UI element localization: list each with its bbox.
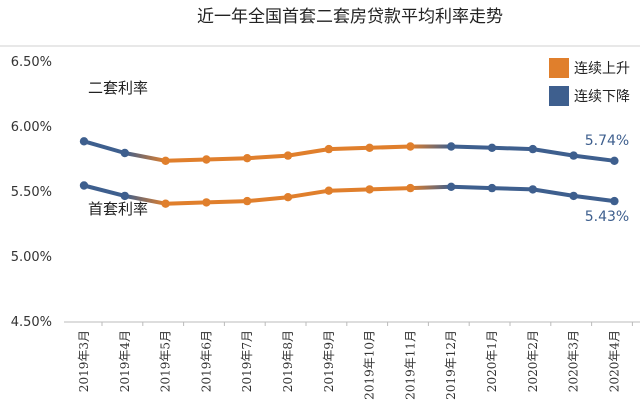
series-line-segment xyxy=(326,145,372,152)
chart-title: 近一年全国首套二套房贷款平均利率走势 xyxy=(197,7,503,27)
series-line-segment xyxy=(571,153,617,163)
x-tick-label: 2020年2月 xyxy=(526,330,540,392)
series-line-segment xyxy=(326,187,372,193)
series-line-segment xyxy=(571,193,617,204)
x-tick-label: 2019年7月 xyxy=(240,330,254,392)
series-points xyxy=(79,137,619,208)
series-line-segment xyxy=(122,151,168,163)
series-line-segment xyxy=(204,156,250,162)
x-tick-label: 2019年5月 xyxy=(159,330,173,392)
series-line-segment xyxy=(490,145,535,152)
data-point xyxy=(610,196,619,206)
data-point xyxy=(243,154,252,163)
data-point xyxy=(161,199,170,208)
data-point xyxy=(202,198,211,207)
series-lines xyxy=(82,139,617,206)
x-tick-label: 2019年11月 xyxy=(403,330,417,400)
legend-swatch-rising xyxy=(549,58,569,78)
series-line-segment xyxy=(245,195,290,204)
series-line-segment xyxy=(449,184,494,191)
y-tick-label: 6.50% xyxy=(11,55,52,70)
data-point xyxy=(447,142,456,151)
series-line-segment xyxy=(530,187,576,198)
series-line-segment xyxy=(163,157,209,163)
x-tick-label: 2019年4月 xyxy=(118,330,132,392)
series-line-segment xyxy=(163,200,209,206)
series-line-segment xyxy=(122,193,168,206)
data-point xyxy=(79,137,89,146)
data-point xyxy=(324,186,333,195)
y-axis: 4.50% 5.00% 5.50% 6.00% 6.50% xyxy=(11,55,52,330)
series-label-first-home: 首套利率 xyxy=(88,200,148,218)
data-point xyxy=(447,182,456,191)
y-tick-label: 6.00% xyxy=(11,120,52,135)
end-label-first-home: 5.43% xyxy=(585,209,629,225)
data-point xyxy=(365,185,374,194)
series-line-segment xyxy=(204,199,250,205)
series-line-segment xyxy=(490,186,535,192)
x-tick-label: 2019年10月 xyxy=(363,330,377,400)
data-point xyxy=(406,183,415,193)
x-tick-label: 2020年1月 xyxy=(485,330,499,392)
series-label-second-home: 二套利率 xyxy=(88,79,148,97)
x-axis: 2019年3月 2019年4月 2019年5月 2019年6月 2019年7月 2019年… xyxy=(77,322,633,400)
legend-swatch-falling xyxy=(549,86,569,106)
series-line-segment xyxy=(82,139,127,155)
data-point xyxy=(120,191,129,201)
x-tick-label: 2019年6月 xyxy=(199,330,213,392)
data-point xyxy=(365,143,374,152)
y-tick-label: 5.00% xyxy=(11,250,52,265)
series-line-segment xyxy=(367,144,413,150)
series-line-segment xyxy=(408,184,454,191)
x-tick-label: 2020年3月 xyxy=(567,330,581,392)
data-point xyxy=(569,151,578,160)
x-tick-label: 2019年9月 xyxy=(322,330,336,392)
legend: 连续上升 连续下降 xyxy=(549,58,630,106)
series-line-segment xyxy=(449,144,494,150)
series-line-segment xyxy=(286,188,331,200)
data-point xyxy=(79,181,89,190)
data-point xyxy=(528,185,537,194)
series-line-segment xyxy=(245,153,290,161)
data-point xyxy=(283,151,293,160)
data-point xyxy=(202,155,211,164)
data-point xyxy=(610,156,619,165)
x-tick-label: 2019年8月 xyxy=(281,330,295,392)
y-tick-label: 5.50% xyxy=(11,185,52,200)
series-line-segment xyxy=(530,147,576,158)
x-tick-label: 2019年3月 xyxy=(77,330,91,392)
data-point xyxy=(161,156,170,165)
end-label-second-home: 5.74% xyxy=(585,133,629,149)
series-line-segment xyxy=(82,183,127,198)
legend-label-rising: 连续上升 xyxy=(574,60,630,77)
x-tick-label: 2019年12月 xyxy=(444,330,458,400)
data-point xyxy=(569,191,578,201)
data-point xyxy=(528,144,537,154)
data-point xyxy=(243,196,252,206)
x-tick-label: 2020年4月 xyxy=(607,330,621,392)
data-point xyxy=(283,193,293,202)
data-point xyxy=(487,143,497,152)
legend-label-falling: 连续下降 xyxy=(574,88,630,105)
data-point xyxy=(406,142,415,151)
data-point xyxy=(487,183,497,193)
y-tick-label: 4.50% xyxy=(11,315,52,330)
data-point xyxy=(120,148,129,158)
series-line-segment xyxy=(286,147,331,158)
data-point xyxy=(324,144,333,154)
series-line-segment xyxy=(367,186,413,192)
